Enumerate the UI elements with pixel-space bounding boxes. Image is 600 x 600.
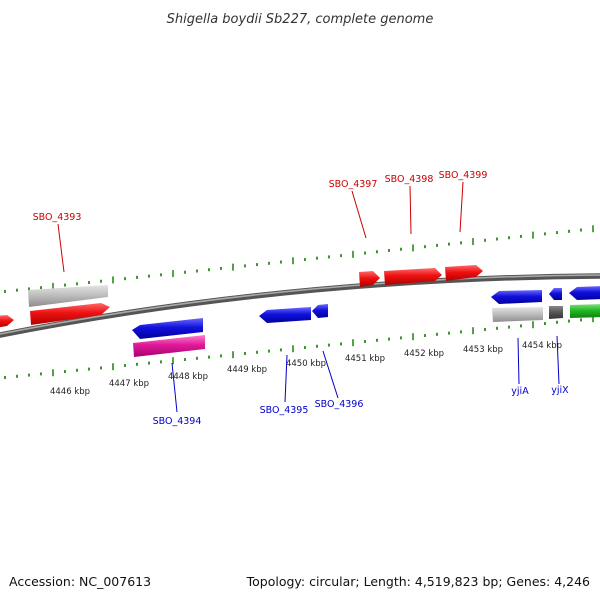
gene-label-sbo-4399: SBO_4399 — [439, 170, 488, 181]
gene-yjix-blue — [549, 288, 562, 300]
gene-label-sbo-4393: SBO_4393 — [33, 212, 82, 223]
gene-labels: SBO_4393 SBO_4397 SBO_4398 SBO_4399 SBO_… — [33, 170, 570, 427]
gene-sbo-4393-gray — [28, 285, 108, 307]
reverse-strand-genes — [132, 286, 600, 357]
gene-right-blue — [569, 286, 600, 300]
gene-sbo-4394-magenta — [133, 335, 205, 357]
gene-yjix — [549, 306, 563, 319]
gene-yjia — [491, 290, 542, 304]
gene-sbo-4396 — [312, 304, 328, 318]
tick-row-lower — [4, 315, 594, 379]
gene-sbo-4393 — [30, 303, 110, 325]
forward-strand-genes — [0, 265, 483, 328]
kbp-label: 4452 kbp — [404, 349, 444, 359]
gene-label-yjix: yjiX — [551, 385, 569, 396]
gene-label-sbo-4394: SBO_4394 — [153, 416, 202, 427]
genome-backbone — [0, 273, 600, 338]
map-title: Shigella boydii Sb227, complete genome — [167, 12, 434, 27]
gene-label-sbo-4395: SBO_4395 — [260, 405, 309, 416]
kbp-label: 4448 kbp — [168, 372, 208, 382]
kbp-label: 4450 kbp — [286, 359, 326, 369]
gene-label-yjia: yjiA — [511, 386, 529, 397]
gene-sbo-4394 — [132, 318, 203, 339]
gene-yjia-gray — [492, 307, 543, 322]
kbp-label: 4454 kbp — [522, 341, 562, 351]
accession-text: Accession: NC_007613 — [9, 574, 151, 589]
gene-sbo-4397 — [359, 271, 380, 287]
leader-lines — [57, 181, 560, 413]
gene-right-green — [570, 304, 600, 318]
gene-sbo-4398 — [384, 268, 442, 285]
gene-sbo-4395 — [259, 307, 311, 323]
tick-row-upper — [4, 225, 594, 293]
kbp-label: 4449 kbp — [227, 365, 267, 375]
kbp-label: 4453 kbp — [463, 345, 503, 355]
kbp-label: 4447 kbp — [109, 379, 149, 389]
gene-label-sbo-4398: SBO_4398 — [385, 174, 434, 185]
gene-partial-left — [0, 315, 14, 328]
gene-label-sbo-4397: SBO_4397 — [329, 179, 378, 190]
gene-sbo-4399 — [445, 265, 483, 281]
kbp-labels: 4446 kbp 4447 kbp 4448 kbp 4449 kbp 4450… — [50, 341, 562, 397]
kbp-label: 4451 kbp — [345, 354, 385, 364]
gene-label-sbo-4396: SBO_4396 — [315, 399, 364, 410]
genome-summary: Topology: circular; Length: 4,519,823 bp… — [246, 574, 590, 589]
kbp-label: 4446 kbp — [50, 387, 90, 397]
